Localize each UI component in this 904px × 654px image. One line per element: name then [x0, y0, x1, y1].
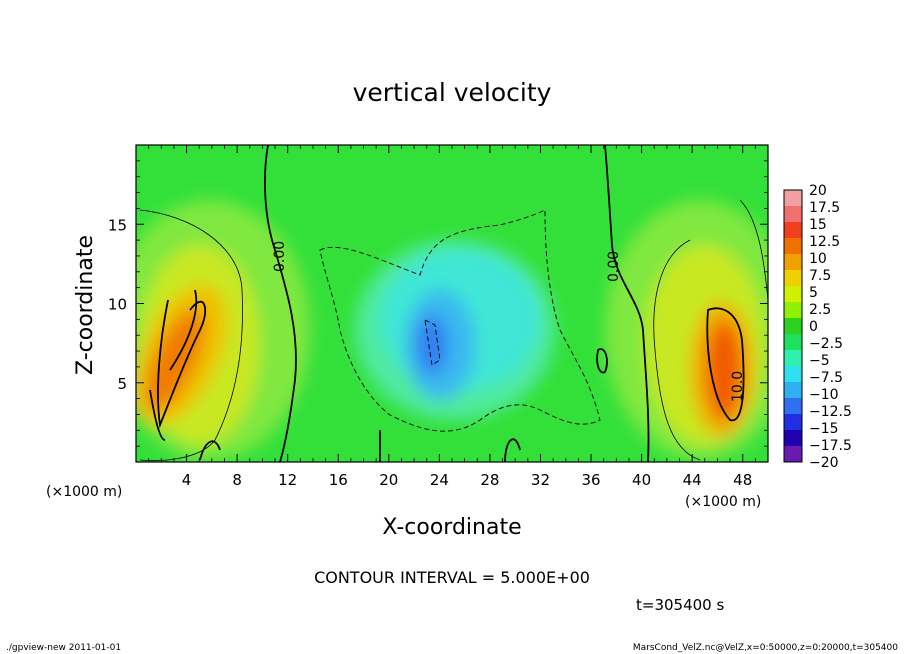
colorbar-swatch — [784, 366, 802, 382]
x-tick-label: 44 — [683, 471, 702, 489]
plot-area: 0.00 0.00 10.0 — [136, 145, 768, 462]
colorbar-label: −17.5 — [809, 438, 852, 454]
colorbar-label: 5 — [809, 285, 818, 301]
colorbar-label: −12.5 — [809, 404, 852, 420]
colorbar-swatch — [784, 318, 802, 334]
colorbar-swatch — [784, 270, 802, 286]
colorbar-label: 2.5 — [809, 302, 831, 318]
chart-title: vertical velocity — [353, 78, 552, 107]
colorbar-swatch — [784, 350, 802, 366]
x-tick-label: 36 — [581, 471, 600, 489]
colorbar-swatch — [784, 398, 802, 414]
colorbar-swatch — [784, 302, 802, 318]
colorbar-label: −2.5 — [809, 336, 843, 352]
colorbar-swatch — [784, 286, 802, 302]
colorbar: 2017.51512.5107.552.50−2.5−5−7.5−10−12.5… — [783, 183, 852, 471]
colorbar-label: −20 — [809, 455, 839, 471]
x-unit-left: (×1000 m) — [46, 484, 122, 500]
x-tick-label: 28 — [480, 471, 499, 489]
colorbar-swatch — [784, 206, 802, 222]
colorbar-label: 7.5 — [809, 268, 831, 284]
x-axis-label: X-coordinate — [382, 515, 521, 540]
y-axis: 5 10 15 — [108, 160, 768, 447]
x-unit-right: (×1000 m) — [685, 494, 761, 510]
colorbar-label: 10 — [809, 251, 827, 267]
colorbar-swatch — [784, 414, 802, 430]
x-tick-label: 24 — [430, 471, 449, 489]
colorbar-swatch — [784, 446, 802, 462]
contour-label-right: 0.00 — [606, 251, 622, 282]
x-tick-label: 4 — [182, 471, 192, 489]
colorbar-label: 20 — [809, 183, 827, 199]
contour-interval: CONTOUR INTERVAL = 5.000E+00 — [314, 568, 590, 587]
y-tick-label: 5 — [117, 375, 127, 393]
colorbar-label: −7.5 — [809, 370, 843, 386]
time-label: t=305400 s — [636, 596, 724, 614]
footer-right: MarsCond_VelZ.nc@VelZ,x=0:50000,z=0:2000… — [633, 643, 898, 653]
colorbar-label: 0 — [809, 319, 818, 335]
colorbar-swatch — [784, 382, 802, 398]
contour-label-max: 10.0 — [730, 371, 746, 402]
x-tick-label: 40 — [632, 471, 651, 489]
colorbar-frame — [783, 189, 803, 463]
contour-label-left: 0.00 — [272, 241, 288, 272]
y-axis-label: Z-coordinate — [73, 235, 98, 375]
x-tick-label: 20 — [379, 471, 398, 489]
colorbar-swatch — [784, 334, 802, 350]
colorbar-label: −10 — [809, 387, 839, 403]
colorbar-label: −15 — [809, 421, 839, 437]
colorbar-label: −5 — [809, 353, 830, 369]
x-tick-label: 12 — [278, 471, 297, 489]
footer-left: ./gpview-new 2011-01-01 — [6, 643, 121, 653]
colorbar-label: 12.5 — [809, 234, 840, 250]
colorbar-label: 15 — [809, 217, 827, 233]
y-tick-label: 15 — [108, 216, 127, 234]
x-axis: 4 8 12 16 20 24 28 32 36 40 44 48 — [148, 145, 756, 489]
colorbar-label: 17.5 — [809, 200, 840, 216]
x-tick-label: 32 — [531, 471, 550, 489]
colorbar-swatch — [784, 254, 802, 270]
x-tick-label: 8 — [232, 471, 242, 489]
colorbar-swatch — [784, 238, 802, 254]
colorbar-swatch — [784, 430, 802, 446]
x-tick-label: 48 — [733, 471, 752, 489]
y-tick-label: 10 — [108, 296, 127, 314]
x-tick-label: 16 — [329, 471, 348, 489]
colorbar-swatch — [784, 190, 802, 206]
colorbar-swatch — [784, 222, 802, 238]
